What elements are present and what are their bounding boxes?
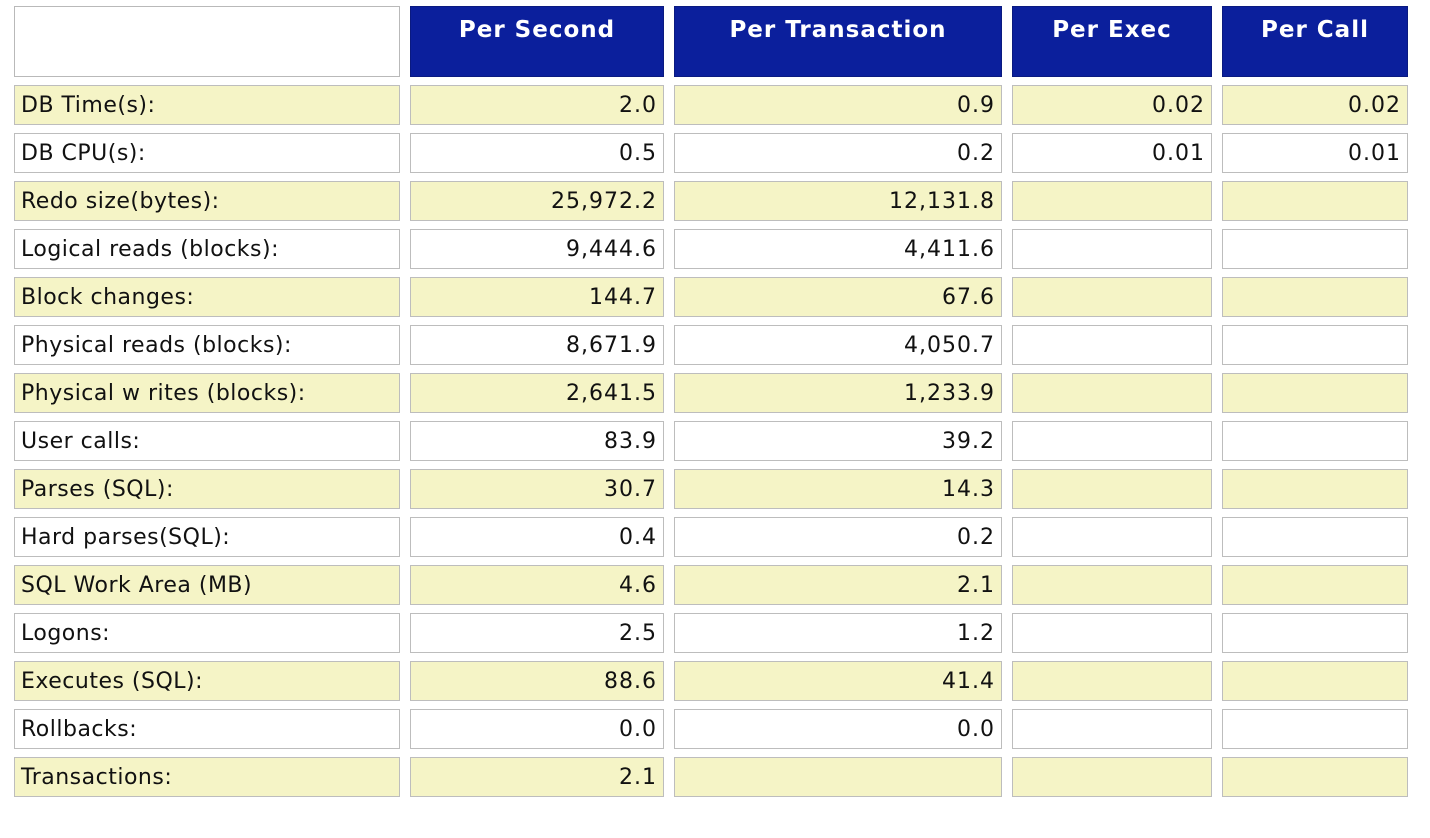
- table-row: Executes (SQL): 88.6 41.4: [14, 661, 1408, 701]
- cell-per-call: [1222, 277, 1408, 317]
- row-label: Rollbacks:: [14, 709, 400, 749]
- cell-per-call: [1222, 229, 1408, 269]
- table-row: SQL Work Area (MB) 4.6 2.1: [14, 565, 1408, 605]
- cell-per-call: [1222, 181, 1408, 221]
- cell-per-call: [1222, 373, 1408, 413]
- load-profile-table: Per Second Per Transaction Per Exec Per …: [4, 0, 1418, 805]
- cell-per-transaction: 1.2: [674, 613, 1002, 653]
- table-row: Rollbacks: 0.0 0.0: [14, 709, 1408, 749]
- table-row: DB Time(s): 2.0 0.9 0.02 0.02: [14, 85, 1408, 125]
- cell-per-transaction: 0.2: [674, 133, 1002, 173]
- row-label: Physical reads (blocks):: [14, 325, 400, 365]
- cell-per-second: 8,671.9: [410, 325, 664, 365]
- cell-per-exec: [1012, 469, 1212, 509]
- table-row: Parses (SQL): 30.7 14.3: [14, 469, 1408, 509]
- cell-per-transaction: 12,131.8: [674, 181, 1002, 221]
- cell-per-transaction: 0.0: [674, 709, 1002, 749]
- cell-per-call: [1222, 565, 1408, 605]
- header-corner-cell: [14, 6, 400, 77]
- row-label: Parses (SQL):: [14, 469, 400, 509]
- cell-per-transaction: 0.9: [674, 85, 1002, 125]
- table-row: Physical reads (blocks): 8,671.9 4,050.7: [14, 325, 1408, 365]
- header-per-second: Per Second: [410, 6, 664, 77]
- row-label: Transactions:: [14, 757, 400, 797]
- cell-per-transaction: 4,411.6: [674, 229, 1002, 269]
- cell-per-second: 4.6: [410, 565, 664, 605]
- cell-per-second: 2.5: [410, 613, 664, 653]
- table-row: Block changes: 144.7 67.6: [14, 277, 1408, 317]
- cell-per-second: 2.1: [410, 757, 664, 797]
- row-label: Executes (SQL):: [14, 661, 400, 701]
- cell-per-exec: [1012, 373, 1212, 413]
- cell-per-exec: [1012, 229, 1212, 269]
- header-per-transaction: Per Transaction: [674, 6, 1002, 77]
- cell-per-call: [1222, 421, 1408, 461]
- cell-per-call: [1222, 517, 1408, 557]
- cell-per-second: 83.9: [410, 421, 664, 461]
- cell-per-transaction: 41.4: [674, 661, 1002, 701]
- cell-per-transaction: 4,050.7: [674, 325, 1002, 365]
- table-row: Physical w rites (blocks): 2,641.5 1,233.9: [14, 373, 1408, 413]
- row-label: Logical reads (blocks):: [14, 229, 400, 269]
- cell-per-exec: [1012, 277, 1212, 317]
- table-row: Transactions: 2.1: [14, 757, 1408, 797]
- cell-per-exec: 0.02: [1012, 85, 1212, 125]
- row-label: Redo size(bytes):: [14, 181, 400, 221]
- cell-per-second: 2,641.5: [410, 373, 664, 413]
- cell-per-second: 9,444.6: [410, 229, 664, 269]
- cell-per-second: 25,972.2: [410, 181, 664, 221]
- row-label: Physical w rites (blocks):: [14, 373, 400, 413]
- cell-per-second: 144.7: [410, 277, 664, 317]
- cell-per-exec: [1012, 613, 1212, 653]
- cell-per-transaction: 39.2: [674, 421, 1002, 461]
- cell-per-transaction: 1,233.9: [674, 373, 1002, 413]
- cell-per-transaction: 2.1: [674, 565, 1002, 605]
- cell-per-exec: [1012, 325, 1212, 365]
- row-label: User calls:: [14, 421, 400, 461]
- table-row: Hard parses(SQL): 0.4 0.2: [14, 517, 1408, 557]
- cell-per-second: 88.6: [410, 661, 664, 701]
- cell-per-call: [1222, 661, 1408, 701]
- cell-per-second: 2.0: [410, 85, 664, 125]
- cell-per-call: 0.01: [1222, 133, 1408, 173]
- cell-per-transaction: 0.2: [674, 517, 1002, 557]
- cell-per-call: [1222, 709, 1408, 749]
- row-label: DB Time(s):: [14, 85, 400, 125]
- cell-per-second: 0.4: [410, 517, 664, 557]
- cell-per-call: [1222, 325, 1408, 365]
- cell-per-call: [1222, 757, 1408, 797]
- cell-per-exec: [1012, 757, 1212, 797]
- cell-per-second: 0.0: [410, 709, 664, 749]
- cell-per-exec: [1012, 709, 1212, 749]
- cell-per-transaction: [674, 757, 1002, 797]
- row-label: SQL Work Area (MB): [14, 565, 400, 605]
- cell-per-transaction: 14.3: [674, 469, 1002, 509]
- cell-per-transaction: 67.6: [674, 277, 1002, 317]
- cell-per-exec: [1012, 181, 1212, 221]
- cell-per-exec: 0.01: [1012, 133, 1212, 173]
- row-label: DB CPU(s):: [14, 133, 400, 173]
- header-per-exec: Per Exec: [1012, 6, 1212, 77]
- cell-per-exec: [1012, 421, 1212, 461]
- cell-per-exec: [1012, 517, 1212, 557]
- header-per-call: Per Call: [1222, 6, 1408, 77]
- cell-per-exec: [1012, 565, 1212, 605]
- cell-per-call: [1222, 613, 1408, 653]
- table-body: DB Time(s): 2.0 0.9 0.02 0.02 DB CPU(s): 0.5 0.…: [14, 85, 1408, 797]
- table-row: DB CPU(s): 0.5 0.2 0.01 0.01: [14, 133, 1408, 173]
- row-label: Logons:: [14, 613, 400, 653]
- row-label: Hard parses(SQL):: [14, 517, 400, 557]
- row-label: Block changes:: [14, 277, 400, 317]
- cell-per-call: 0.02: [1222, 85, 1408, 125]
- table-row: User calls: 83.9 39.2: [14, 421, 1408, 461]
- table-row: Logical reads (blocks): 9,444.6 4,411.6: [14, 229, 1408, 269]
- table-row: Logons: 2.5 1.2: [14, 613, 1408, 653]
- table-row: Redo size(bytes): 25,972.2 12,131.8: [14, 181, 1408, 221]
- cell-per-second: 0.5: [410, 133, 664, 173]
- cell-per-exec: [1012, 661, 1212, 701]
- table-header-row: Per Second Per Transaction Per Exec Per …: [14, 6, 1408, 77]
- cell-per-second: 30.7: [410, 469, 664, 509]
- cell-per-call: [1222, 469, 1408, 509]
